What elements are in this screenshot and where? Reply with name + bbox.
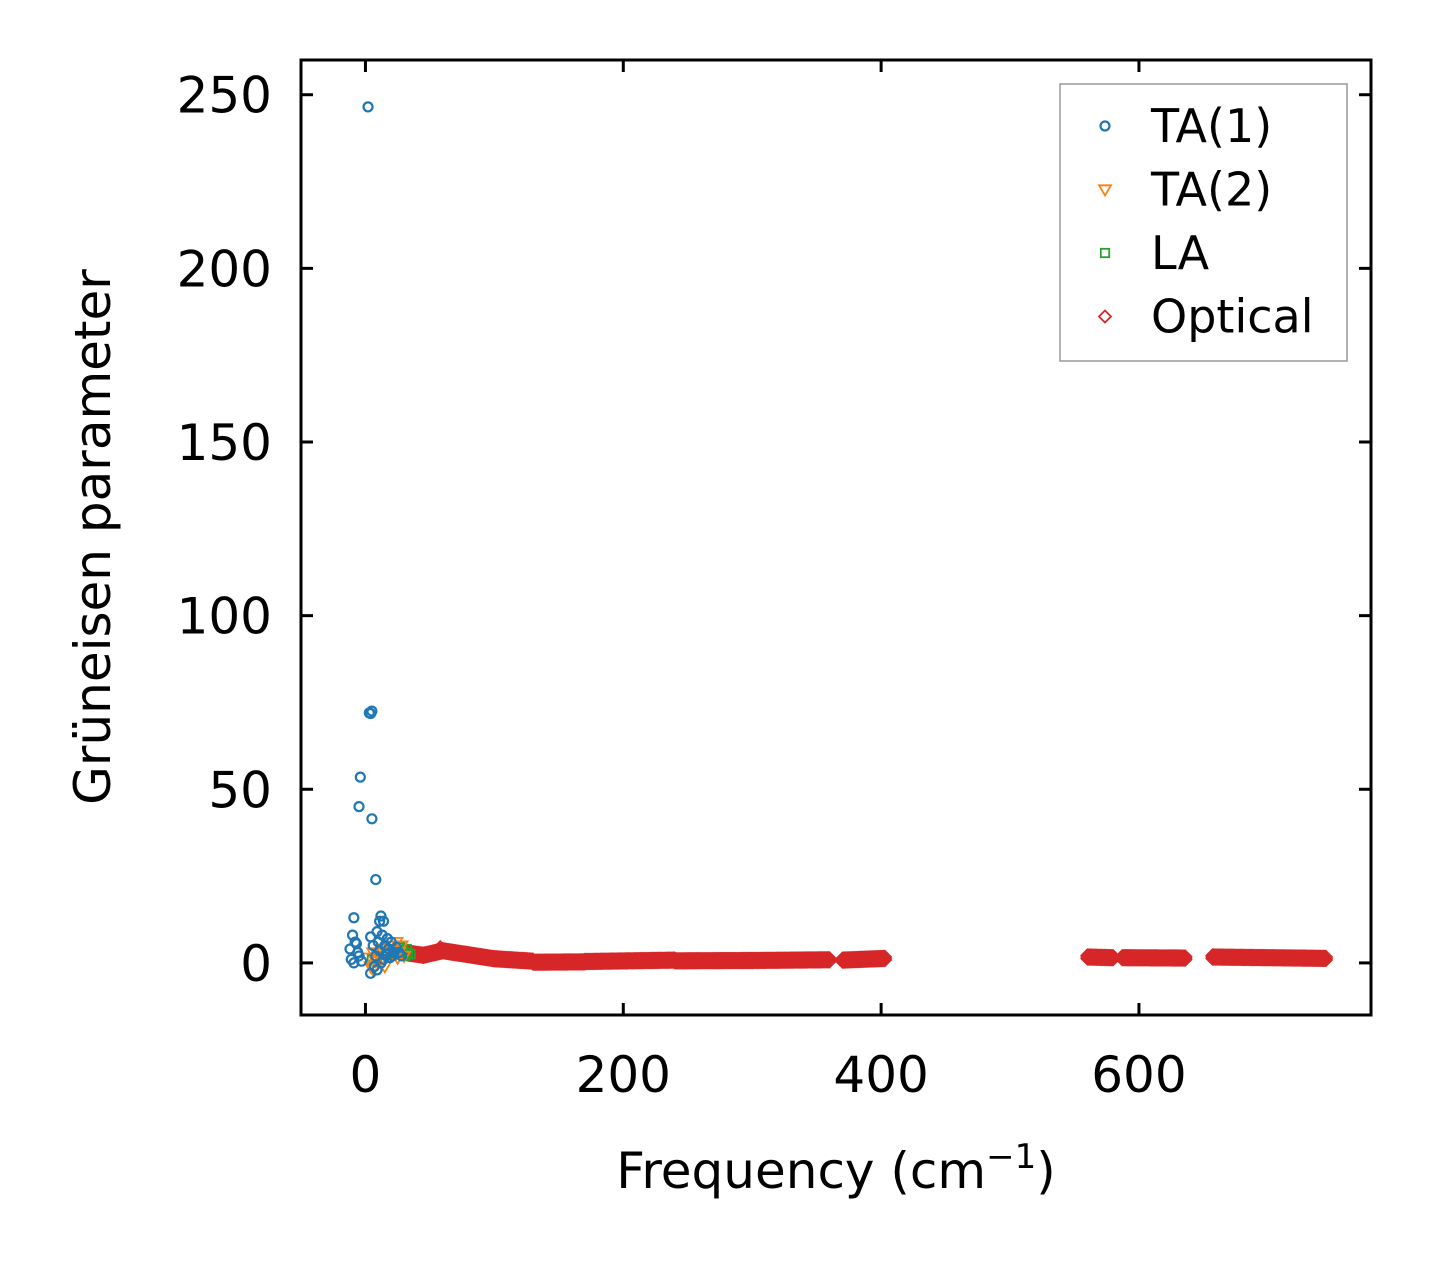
x-axis-ticks: 0 200 400 600 [350, 60, 1187, 1104]
data-point [348, 912, 360, 924]
legend-marker [1099, 120, 1111, 132]
y-tick-label: 0 [240, 935, 272, 993]
data-point [370, 873, 382, 886]
legend-label: TA(2) [1150, 163, 1272, 217]
legend-label: TA(1) [1150, 99, 1272, 153]
data-point [375, 957, 387, 969]
series-ta-1- [344, 101, 408, 979]
y-tick-label: 250 [177, 67, 272, 125]
data-point [877, 949, 893, 965]
data-point [395, 950, 408, 962]
data-point [362, 101, 374, 113]
data-point [354, 771, 366, 783]
data-point [366, 813, 378, 825]
legend-marker [1097, 309, 1113, 324]
legend-marker [1099, 247, 1111, 259]
data-point [443, 944, 458, 960]
data-point [350, 938, 363, 950]
data-point [429, 943, 444, 959]
data-point [1318, 951, 1334, 966]
y-tick-label: 100 [177, 588, 272, 646]
data-point [1178, 949, 1193, 964]
legend-marker [1097, 184, 1113, 198]
y-tick-label: 150 [177, 414, 272, 472]
data-point [365, 967, 377, 979]
data-point [355, 955, 368, 967]
x-axis-label-close: ) [1036, 1142, 1056, 1200]
data-point [1178, 950, 1193, 966]
x-axis-label-superscript: −1 [986, 1137, 1036, 1177]
data-point [822, 952, 837, 968]
y-axis-label: Grüneisen parameter [64, 269, 122, 805]
data-point [822, 950, 837, 966]
data-point [1318, 949, 1334, 965]
y-axis-ticks: 0 50 100 150 200 250 [177, 67, 1371, 993]
plot-area [344, 101, 1334, 979]
x-tick-label: 0 [350, 1046, 382, 1104]
x-tick-label: 400 [833, 1046, 928, 1104]
y-tick-label: 200 [177, 240, 272, 298]
data-point [374, 915, 386, 927]
legend-label: LA [1151, 226, 1210, 280]
data-point [377, 915, 390, 927]
legend: TA(1) TA(2) LA Optical [1059, 83, 1348, 362]
x-axis-label: Frequency (cm−1) [616, 1137, 1056, 1200]
x-tick-label: 200 [576, 1046, 671, 1104]
data-point [393, 940, 410, 954]
data-point [353, 801, 365, 813]
data-point [346, 929, 359, 941]
data-point [366, 705, 378, 717]
x-tick-label: 600 [1091, 1046, 1186, 1104]
axes-frame [299, 58, 1373, 1017]
legend-label: Optical [1151, 290, 1313, 344]
y-tick-label: 50 [208, 761, 272, 819]
series-optical [396, 940, 1334, 972]
data-point [877, 951, 893, 966]
